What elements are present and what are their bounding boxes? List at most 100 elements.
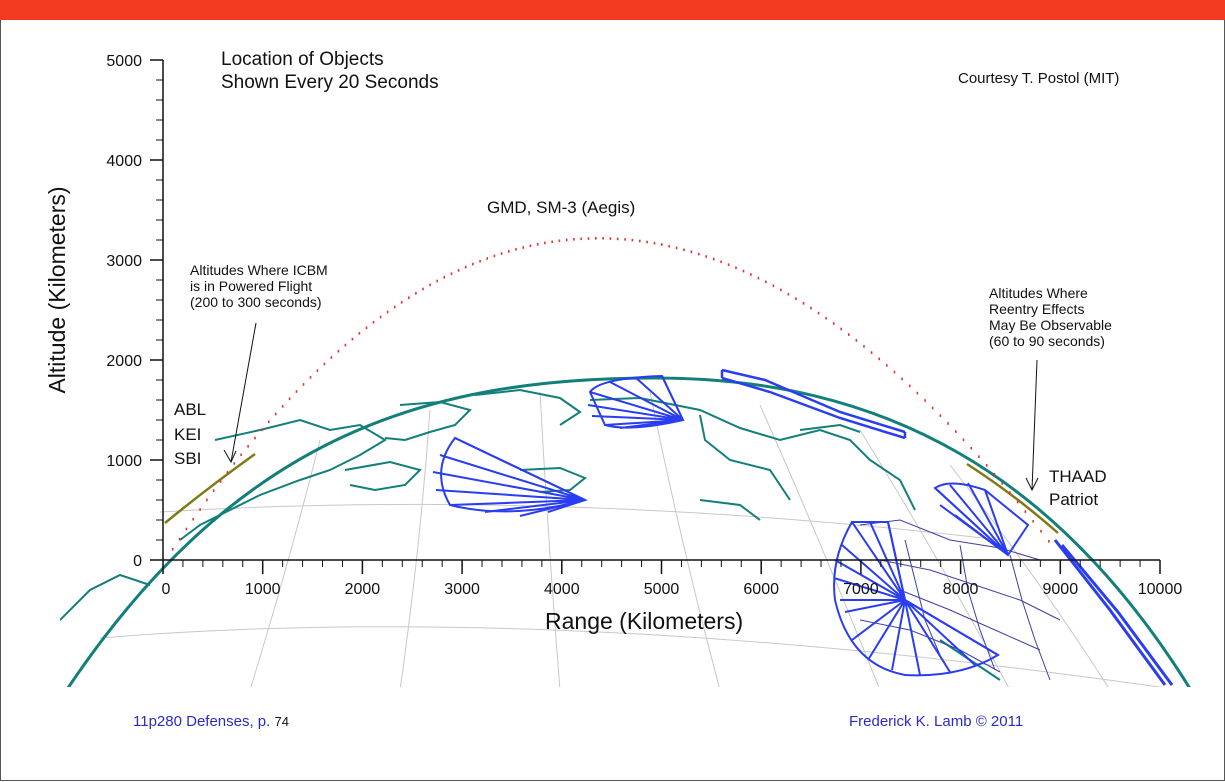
trajectory-dot <box>1001 482 1003 485</box>
footer-page-number: 74 <box>274 714 289 729</box>
trajectory-dot <box>247 445 249 448</box>
trajectory-dot <box>810 306 812 310</box>
trajectory-dot <box>916 391 919 395</box>
boost-systems-list: ABL KEI SBI <box>174 398 206 472</box>
trajectory-dot <box>908 384 911 388</box>
trajectory-dot <box>493 254 496 258</box>
trajectory-dot <box>735 266 737 270</box>
x-tick-label: 7000 <box>843 581 879 598</box>
trajectory-dot <box>962 438 965 442</box>
trajectory-dot <box>825 316 827 320</box>
trajectory-dot <box>924 399 926 402</box>
x-tick-label: 5000 <box>644 581 680 598</box>
trajectory-dot <box>508 250 510 253</box>
trajectory-dot <box>802 302 805 305</box>
trajectory-dot <box>302 383 305 386</box>
trajectory-dot <box>337 349 340 353</box>
icbm-trajectory <box>172 237 1050 551</box>
trajectory-dot <box>515 248 517 251</box>
chart-title: Location of Objects Shown Every 20 Secon… <box>221 49 439 95</box>
trajectory-dot <box>602 237 604 240</box>
x-tick-label: 2000 <box>345 581 381 598</box>
trajectory-dot <box>993 473 996 476</box>
trajectory-dot <box>985 464 988 467</box>
trajectory-dot <box>848 333 850 336</box>
reentry-note-line-2: Reentry Effects <box>989 301 1085 318</box>
x-tick-label: 1000 <box>245 581 281 598</box>
trajectory-dot <box>1016 500 1019 504</box>
trajectory-dot <box>639 239 641 243</box>
y-tick-label: 5000 <box>106 53 142 70</box>
boost-engagement-arc <box>164 452 256 524</box>
reentry-note-line-1: Altitudes Where <box>989 285 1088 301</box>
trajectory-dot <box>893 370 896 374</box>
trajectory-dot <box>400 301 403 304</box>
earth-horizon <box>66 376 1191 687</box>
trajectory-dot <box>429 283 431 287</box>
trajectory-dot <box>457 269 460 272</box>
trajectory-label: GMD, SM-3 (Aegis) <box>487 198 636 217</box>
y-tick-label: 0 <box>133 553 142 570</box>
trajectory-dot <box>558 239 561 243</box>
system-label-kei: KEI <box>174 424 202 444</box>
trajectory-dot <box>661 243 663 246</box>
reentry-note-line-3: May Be Observable <box>989 317 1112 334</box>
y-axis-label: Altitude (Kilometers) <box>44 186 71 394</box>
trajectory-dot <box>295 390 298 393</box>
trajectory-dot <box>436 279 438 283</box>
trajectory-dot <box>1032 520 1034 523</box>
trajectory-dot <box>720 260 722 264</box>
trajectory-dot <box>372 321 375 324</box>
trajectory-dot <box>683 248 685 252</box>
x-tick-label: 8000 <box>943 581 979 598</box>
x-tick-label: 0 <box>162 581 171 598</box>
system-label-abl: ABL <box>174 400 207 419</box>
system-label-sbi: SBI <box>174 449 202 469</box>
trajectory-dot <box>479 259 481 263</box>
trajectory-dot <box>742 269 745 273</box>
trajectory-dot <box>886 364 888 367</box>
x-axis-ticks: 0 1000 2000 3000 4000 5000 6000 7000 8000 9000 100… <box>162 560 1182 598</box>
reentry-note: Altitudes Where Reentry Effects May Be O… <box>989 285 1112 349</box>
sensor-fan-3 <box>833 521 1000 677</box>
trajectory-dot <box>443 276 446 279</box>
trajectory-dot <box>772 284 775 288</box>
trajectory-dot <box>675 246 678 250</box>
trajectory-dot <box>698 252 700 256</box>
trajectory-dot <box>705 255 707 258</box>
trajectory-dot <box>1009 491 1011 494</box>
trajectory-dot <box>780 288 782 292</box>
descent-band <box>1053 539 1174 686</box>
trajectory-dot <box>261 428 263 432</box>
trajectory-dot <box>274 412 277 416</box>
trajectory-dot <box>386 310 389 314</box>
trajectory-dot <box>787 292 790 296</box>
trajectory-dot <box>351 337 354 341</box>
x-tick-label: 6000 <box>743 581 779 598</box>
trajectory-dot <box>344 343 347 347</box>
trajectory-dot <box>472 262 474 266</box>
trajectory-dot <box>646 240 648 244</box>
trajectory-dot <box>309 376 312 379</box>
trajectory-dot <box>690 250 693 254</box>
trajectory-dot <box>955 430 957 433</box>
y-axis-ticks: 0 1000 2000 3000 4000 5000 <box>106 53 163 570</box>
trajectory-dot <box>206 498 208 502</box>
trajectory-dot <box>450 272 453 275</box>
trajectory-dot <box>901 377 903 381</box>
footer-course-text: 11p280 Defenses, p. <box>133 713 271 730</box>
trajectory-dot <box>288 397 291 401</box>
y-tick-label: 2000 <box>106 353 142 370</box>
trajectory-dot <box>668 244 670 248</box>
trajectory-dot <box>358 332 361 335</box>
trajectory-dot <box>268 420 270 424</box>
system-label-thaad: THAAD <box>1049 467 1107 486</box>
trajectory-dot <box>947 422 949 425</box>
reentry-engagement-arc <box>966 462 1059 534</box>
trajectory-dot <box>365 326 368 330</box>
sensor-fan-2 <box>587 374 685 429</box>
trajectory-dot <box>712 257 715 261</box>
y-tick-label: 1000 <box>106 453 142 470</box>
trajectory-dot <box>970 446 972 450</box>
